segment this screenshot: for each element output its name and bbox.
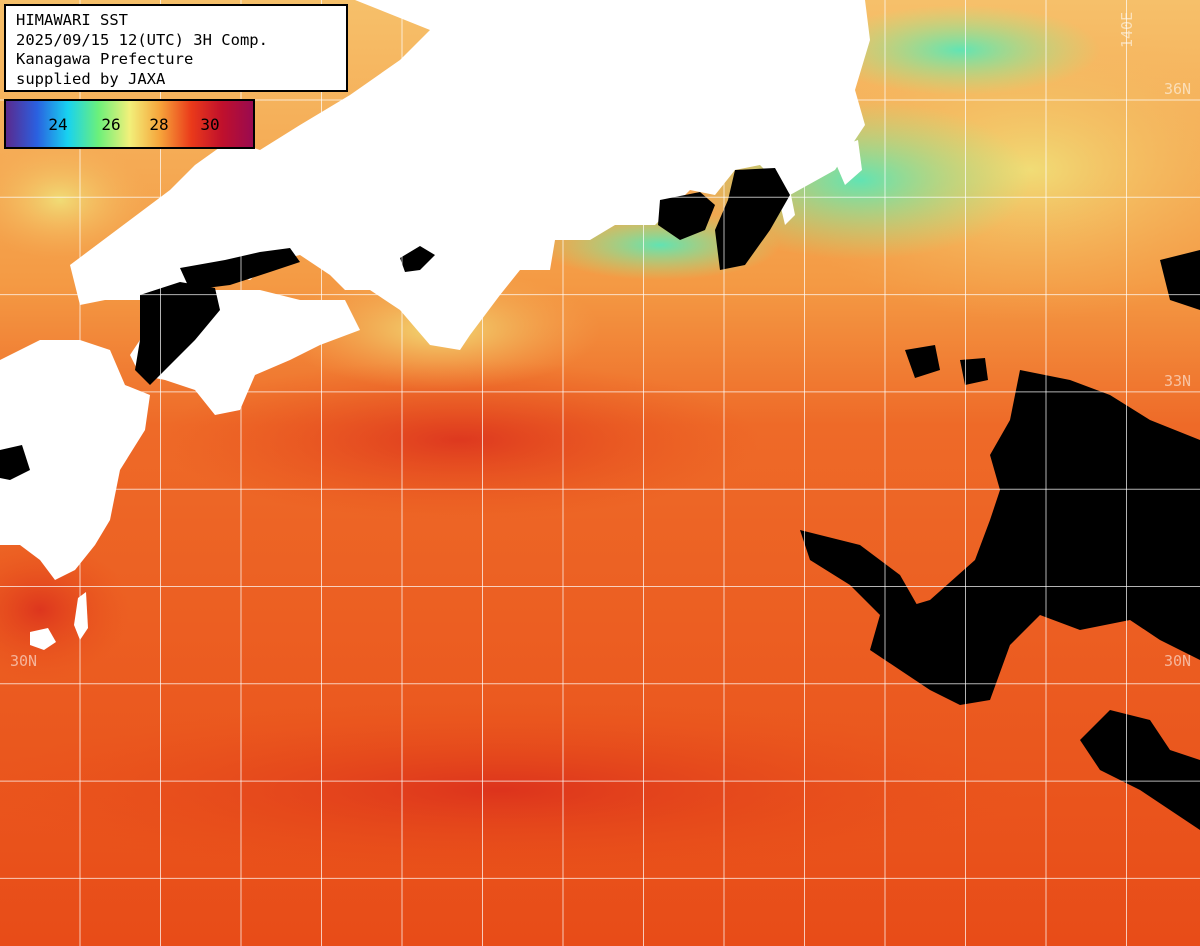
map-title: HIMAWARI SST: [16, 11, 128, 29]
yakushima-island: [30, 628, 56, 650]
grid-label-135e: 135E: [474, 2, 492, 38]
cloud-southeast: [1080, 710, 1200, 830]
cloud-seto: [180, 248, 300, 290]
supplier-credit: supplied by JAXA: [16, 69, 166, 88]
grid-label-33n: 33N: [1164, 372, 1191, 390]
warm-sea-south: [0, 700, 1020, 880]
legend-tick-28: 28: [149, 115, 169, 134]
awaji-island: [378, 238, 400, 272]
cloud-east-strip: [800, 530, 920, 615]
legend-tick-30: 30: [200, 115, 220, 134]
cloud-patch-east: [905, 345, 940, 378]
cloud-kii: [400, 246, 435, 272]
cloud-east-large: [870, 370, 1200, 705]
legend-tick-24: 24: [48, 115, 68, 134]
grid-label-30n-right: 30N: [1164, 652, 1191, 670]
cool-water-west: [0, 140, 150, 260]
grid-label-36n: 36N: [1164, 80, 1191, 98]
info-panel: HIMAWARI SST 2025/09/15 12(UTC) 3H Comp.…: [4, 4, 348, 92]
cloud-kanto: [715, 168, 790, 270]
honshu-north-strip: [475, 0, 540, 60]
tanegashima-island: [74, 592, 88, 640]
timestamp: 2025/09/15 12(UTC) 3H Comp.: [16, 30, 268, 49]
kyushu-landmass: [0, 340, 150, 580]
cloud-shikoku: [135, 282, 220, 385]
temperature-colorbar: 24 26 28 30: [4, 99, 255, 149]
legend-tick-26: 26: [101, 115, 121, 134]
cloud-kyushu: [0, 445, 30, 480]
cloud-tokai: [658, 192, 715, 240]
cloud-patch-east-2: [960, 358, 988, 385]
grid-label-30n-left: 30N: [10, 652, 37, 670]
cool-coastal-pacific: [820, 5, 1100, 95]
honshu-landmass: [70, 0, 870, 350]
kuroshio-core: [160, 360, 760, 520]
grid-label-140e: 140E: [1118, 12, 1136, 48]
boso-peninsula: [830, 140, 862, 185]
publisher: Kanagawa Prefecture: [16, 50, 194, 68]
